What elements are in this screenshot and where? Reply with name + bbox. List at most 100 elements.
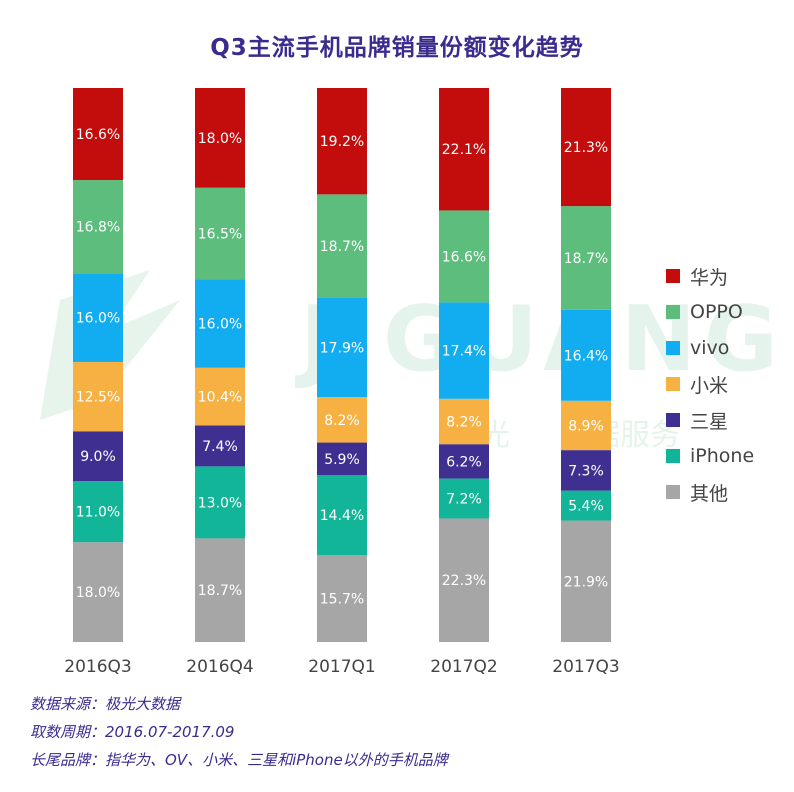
data-label-2017Q3-其他: 21.9% xyxy=(564,574,608,590)
data-label-2016Q4-华为: 18.0% xyxy=(198,131,242,147)
legend-item-华为: 华为 xyxy=(666,258,754,294)
legend-item-小米: 小米 xyxy=(666,366,754,402)
data-label-2016Q3-iPhone: 11.0% xyxy=(76,505,120,521)
data-label-2017Q3-OPPO: 18.7% xyxy=(564,251,608,267)
data-label-2017Q3-vivo: 16.4% xyxy=(564,348,608,364)
data-label-2017Q1-其他: 15.7% xyxy=(320,592,364,608)
bar-2017Q2-小米 xyxy=(439,398,489,445)
x-tick-label-2017Q1: 2017Q1 xyxy=(308,657,375,677)
x-tick-label-2016Q4: 2016Q4 xyxy=(186,657,253,677)
bar-2016Q3-iPhone xyxy=(73,481,123,543)
bar-2017Q2-vivo xyxy=(439,302,489,399)
legend-label: OPPO xyxy=(690,301,743,323)
data-label-2017Q3-小米: 8.9% xyxy=(568,418,604,434)
data-label-2016Q4-vivo: 16.0% xyxy=(198,316,242,332)
bar-2017Q3-华为 xyxy=(561,88,611,207)
bar-2016Q4-三星 xyxy=(195,425,245,467)
bar-2017Q1-其他 xyxy=(317,555,367,642)
data-label-2017Q1-三星: 5.9% xyxy=(324,452,360,468)
bar-2017Q2-其他 xyxy=(439,518,489,642)
data-label-2016Q4-OPPO: 16.5% xyxy=(198,226,242,242)
legend-swatch xyxy=(666,485,680,499)
bar-2017Q2-OPPO xyxy=(439,210,489,303)
watermark-brand: JIGUANG xyxy=(294,287,786,392)
data-label-2017Q1-vivo: 17.9% xyxy=(320,341,364,357)
legend-swatch xyxy=(666,377,680,391)
x-tick-label-2017Q3: 2017Q3 xyxy=(552,657,619,677)
bar-2017Q1-华为 xyxy=(317,88,367,195)
legend-item-vivo: vivo xyxy=(666,330,754,366)
bar-2017Q3-三星 xyxy=(561,450,611,491)
data-label-2016Q3-三星: 9.0% xyxy=(80,449,116,465)
legend-swatch xyxy=(666,413,680,427)
data-label-2017Q1-iPhone: 14.4% xyxy=(320,508,364,524)
bar-2017Q1-三星 xyxy=(317,442,367,476)
legend-item-iPhone: iPhone xyxy=(666,438,754,474)
data-label-2017Q2-iPhone: 7.2% xyxy=(446,492,482,508)
notes: 数据来源：极光大数据 取数周期：2016.07-2017.09 长尾品牌：指华为… xyxy=(30,690,448,774)
bar-2017Q2-华为 xyxy=(439,88,489,211)
bars-group: 18.0% 11.0% 9.0% 12.5% 16.0% 16.8% 16.6% 18.7% 1… xyxy=(73,88,611,642)
legend-label: 其他 xyxy=(690,482,729,505)
note-longtail: 长尾品牌：指华为、OV、小米、三星和iPhone以外的手机品牌 xyxy=(30,751,448,769)
legend: 华为 OPPO vivo 小米三星 iPhone 其他 xyxy=(666,258,754,510)
legend-swatch xyxy=(666,449,680,463)
bar-2016Q3-小米 xyxy=(73,361,123,432)
data-label-2016Q4-其他: 18.7% xyxy=(198,583,242,599)
legend-item-三星: 三星 xyxy=(666,402,754,438)
data-label-2017Q2-三星: 6.2% xyxy=(446,454,482,470)
data-label-2016Q3-其他: 18.0% xyxy=(76,585,120,601)
note-source: 数据来源：极光大数据 xyxy=(30,695,181,713)
data-label-2017Q2-小米: 8.2% xyxy=(446,415,482,431)
bar-2017Q1-vivo xyxy=(317,297,367,398)
data-label-2016Q4-三星: 7.4% xyxy=(202,439,238,455)
data-label-2017Q2-华为: 22.1% xyxy=(442,142,486,158)
data-label-2017Q1-小米: 8.2% xyxy=(324,413,360,429)
legend-item-OPPO: OPPO xyxy=(666,294,754,330)
data-label-2017Q2-vivo: 17.4% xyxy=(442,344,486,360)
legend-label: vivo xyxy=(690,337,730,359)
bar-2017Q3-其他 xyxy=(561,520,611,642)
legend-label: 华为 xyxy=(690,266,729,289)
bar-2017Q2-iPhone xyxy=(439,478,489,519)
legend-swatch xyxy=(666,305,680,319)
legend-swatch xyxy=(666,341,680,355)
legend-item-其他: 其他 xyxy=(666,474,754,510)
data-label-2016Q3-OPPO: 16.8% xyxy=(76,220,120,236)
bar-2016Q3-其他 xyxy=(73,542,123,642)
data-label-2017Q3-华为: 21.3% xyxy=(564,140,608,156)
data-label-2017Q2-OPPO: 16.6% xyxy=(442,249,486,265)
data-label-2016Q4-iPhone: 13.0% xyxy=(198,495,242,511)
bar-2017Q3-小米 xyxy=(561,400,611,451)
data-label-2016Q3-小米: 12.5% xyxy=(76,390,120,406)
legend-label: iPhone xyxy=(690,445,755,467)
data-label-2017Q1-OPPO: 18.7% xyxy=(320,239,364,255)
legend-label: 三星 xyxy=(690,410,729,433)
data-label-2016Q3-华为: 16.6% xyxy=(76,127,120,143)
legend-label: 小米 xyxy=(690,374,729,397)
bar-2016Q3-vivo xyxy=(73,273,123,362)
x-tick-label-2016Q3: 2016Q3 xyxy=(64,657,131,677)
bar-2016Q4-iPhone xyxy=(195,466,245,539)
x-axis-labels: 2016Q3 2016Q4 2017Q1 2017Q2 2017Q3 xyxy=(64,657,619,677)
data-label-2016Q3-vivo: 16.0% xyxy=(76,311,120,327)
data-label-2017Q3-iPhone: 5.4% xyxy=(568,499,604,515)
data-label-2017Q3-三星: 7.3% xyxy=(568,463,604,479)
bar-2016Q3-三星 xyxy=(73,431,123,482)
chart-title: Q3主流手机品牌销量份额变化趋势 xyxy=(210,35,584,61)
bar-2016Q4-小米 xyxy=(195,367,245,426)
x-tick-label-2017Q2: 2017Q2 xyxy=(430,657,497,677)
data-label-2016Q4-小米: 10.4% xyxy=(198,390,242,406)
data-label-2017Q2-其他: 22.3% xyxy=(442,573,486,589)
bar-2017Q3-OPPO xyxy=(561,206,611,310)
bar-2016Q3-华为 xyxy=(73,88,123,181)
bar-2016Q4-OPPO xyxy=(195,187,245,280)
note-period: 取数周期：2016.07-2017.09 xyxy=(30,723,235,741)
legend-swatch xyxy=(666,269,680,283)
bar-2016Q3-OPPO xyxy=(73,180,123,274)
bar-2017Q3-vivo xyxy=(561,309,611,401)
data-label-2017Q1-华为: 19.2% xyxy=(320,134,364,150)
bar-2017Q1-iPhone xyxy=(317,475,367,556)
bar-2017Q1-小米 xyxy=(317,397,367,443)
